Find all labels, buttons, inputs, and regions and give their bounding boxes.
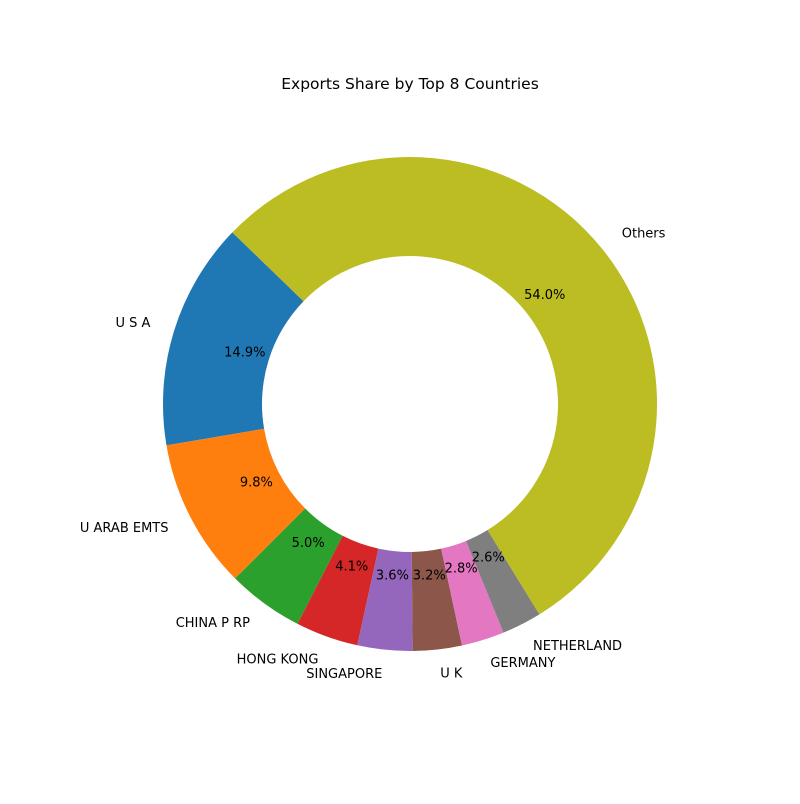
- category-label-germany: GERMANY: [490, 656, 555, 671]
- percent-label-germany: 2.8%: [445, 562, 478, 577]
- percent-label-others: 54.0%: [524, 288, 565, 303]
- slices-group: [162, 156, 658, 651]
- category-label-u-arab-emts: U ARAB EMTS: [80, 521, 169, 536]
- category-label-singapore: SINGAPORE: [306, 667, 382, 682]
- percent-label-u-arab-emts: 9.8%: [240, 476, 273, 491]
- slice-china-p-rp: [235, 508, 343, 624]
- percent-label-china-p-rp: 5.0%: [292, 536, 325, 551]
- percent-label-u-k: 3.2%: [413, 568, 446, 583]
- slice-u-k: [411, 548, 463, 651]
- category-label-china-p-rp: CHINA P RP: [176, 616, 250, 631]
- slice-u-s-a: [162, 232, 304, 446]
- slice-hong-kong: [297, 535, 379, 646]
- slice-germany: [441, 540, 504, 646]
- labels-group: U S A 14.9% U ARAB EMTS 9.8% CHINA P RP 5.0% H…: [80, 226, 666, 682]
- percent-label-hong-kong: 4.1%: [335, 559, 368, 574]
- category-label-netherland: NETHERLAND: [533, 639, 622, 654]
- percent-label-singapore: 3.6%: [376, 569, 409, 584]
- category-label-u-s-a: U S A: [115, 316, 150, 331]
- category-label-hong-kong: HONG KONG: [237, 652, 319, 667]
- slice-u-arab-emts: [166, 428, 306, 579]
- percent-label-netherland: 2.6%: [472, 551, 505, 566]
- slice-netherland: [466, 530, 540, 633]
- chart-title: Exports Share by Top 8 Countries: [281, 75, 539, 93]
- slice-singapore: [357, 548, 413, 651]
- category-label-u-k: U K: [440, 667, 463, 682]
- slice-others: [232, 156, 658, 615]
- percent-label-u-s-a: 14.9%: [224, 345, 265, 360]
- category-label-others: Others: [622, 226, 666, 241]
